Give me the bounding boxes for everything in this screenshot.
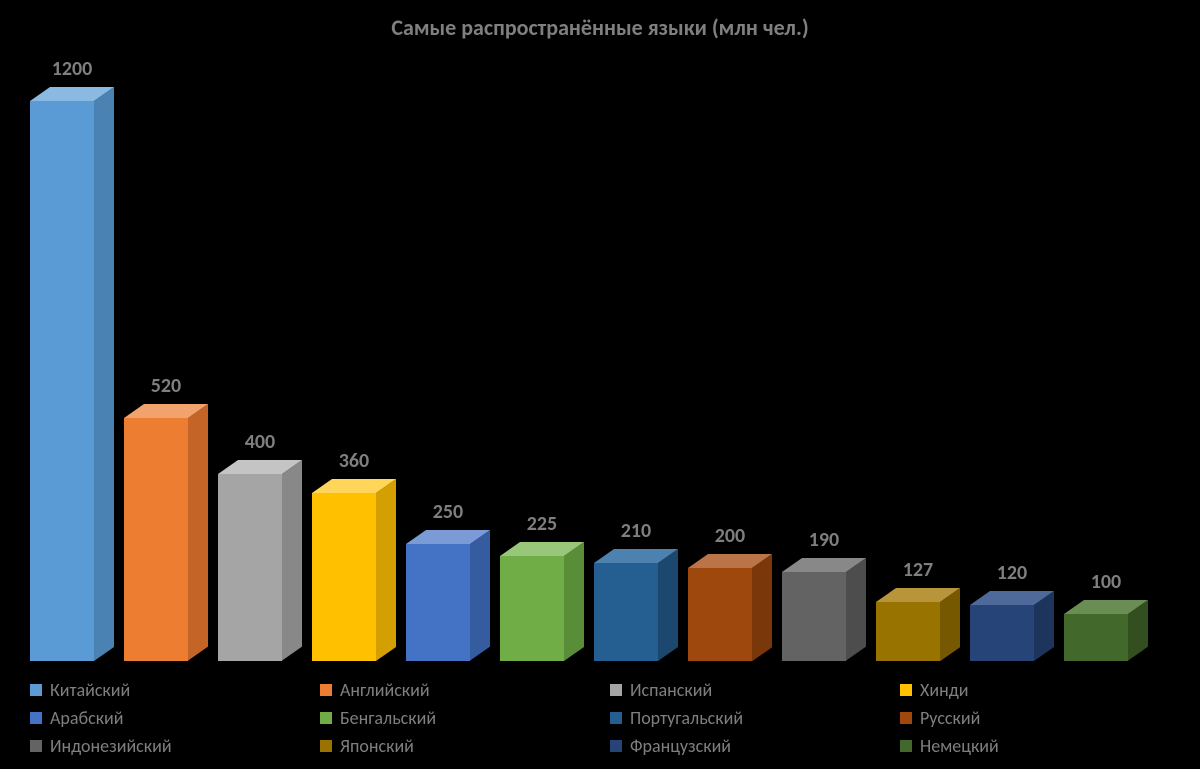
bar-value-label: 520: [116, 374, 216, 398]
bar-6: [594, 549, 678, 661]
bar-value-label: 360: [304, 449, 404, 473]
legend-swatch: [320, 740, 332, 752]
legend-label: Английский: [340, 679, 430, 701]
legend-item: Японский: [320, 735, 600, 757]
bar-5: [500, 542, 584, 661]
bar-4: [406, 530, 490, 661]
bar-value-label: 200: [680, 524, 780, 548]
chart-title: Самые распространённые языки (млн чел.): [0, 0, 1200, 41]
legend-label: Русский: [920, 707, 980, 729]
bar-value-label: 127: [868, 558, 968, 582]
legend-swatch: [900, 740, 912, 752]
legend-label: Хинди: [920, 679, 968, 701]
chart-plot-area: 1200520400360250225210200190127120100: [20, 61, 1180, 661]
legend-swatch: [610, 684, 622, 696]
bar-value-label: 400: [210, 430, 310, 454]
bar-value-label: 100: [1056, 570, 1156, 594]
legend-item: Немецкий: [900, 735, 1180, 757]
bar-value-label: 250: [398, 500, 498, 524]
legend-swatch: [610, 712, 622, 724]
legend-label: Японский: [340, 735, 414, 757]
legend-item: Русский: [900, 707, 1180, 729]
legend-label: Испанский: [630, 679, 712, 701]
bar-value-label: 210: [586, 519, 686, 543]
chart-legend: Китайский Английский Испанский Хинди Арабски…: [30, 679, 1180, 757]
legend-label: Португальский: [630, 707, 743, 729]
bar-2: [218, 460, 302, 661]
legend-item: Французский: [610, 735, 890, 757]
legend-label: Индонезийский: [50, 735, 172, 757]
legend-item: Испанский: [610, 679, 890, 701]
legend-swatch: [30, 684, 42, 696]
bar-value-label: 225: [492, 512, 592, 536]
legend-swatch: [320, 712, 332, 724]
legend-item: Китайский: [30, 679, 310, 701]
legend-swatch: [30, 712, 42, 724]
bar-3: [312, 479, 396, 661]
legend-swatch: [900, 684, 912, 696]
bar-value-label: 190: [774, 528, 874, 552]
bar-9: [876, 588, 960, 661]
legend-item: Хинди: [900, 679, 1180, 701]
legend-label: Бенгальский: [340, 707, 436, 729]
legend-swatch: [610, 740, 622, 752]
legend-label: Китайский: [50, 679, 130, 701]
legend-item: Бенгальский: [320, 707, 600, 729]
bar-1: [124, 404, 208, 661]
bar-value-label: 1200: [22, 57, 122, 81]
bar-10: [970, 591, 1054, 661]
legend-swatch: [320, 684, 332, 696]
legend-label: Немецкий: [920, 735, 999, 757]
legend-swatch: [900, 712, 912, 724]
legend-item: Португальский: [610, 707, 890, 729]
bar-7: [688, 554, 772, 661]
bar-0: [30, 87, 114, 661]
bar-value-label: 120: [962, 561, 1062, 585]
legend-item: Арабский: [30, 707, 310, 729]
legend-label: Арабский: [50, 707, 124, 729]
legend-label: Французский: [630, 735, 731, 757]
legend-item: Английский: [320, 679, 600, 701]
legend-swatch: [30, 740, 42, 752]
bar-8: [782, 558, 866, 661]
bar-11: [1064, 600, 1148, 661]
legend-item: Индонезийский: [30, 735, 310, 757]
